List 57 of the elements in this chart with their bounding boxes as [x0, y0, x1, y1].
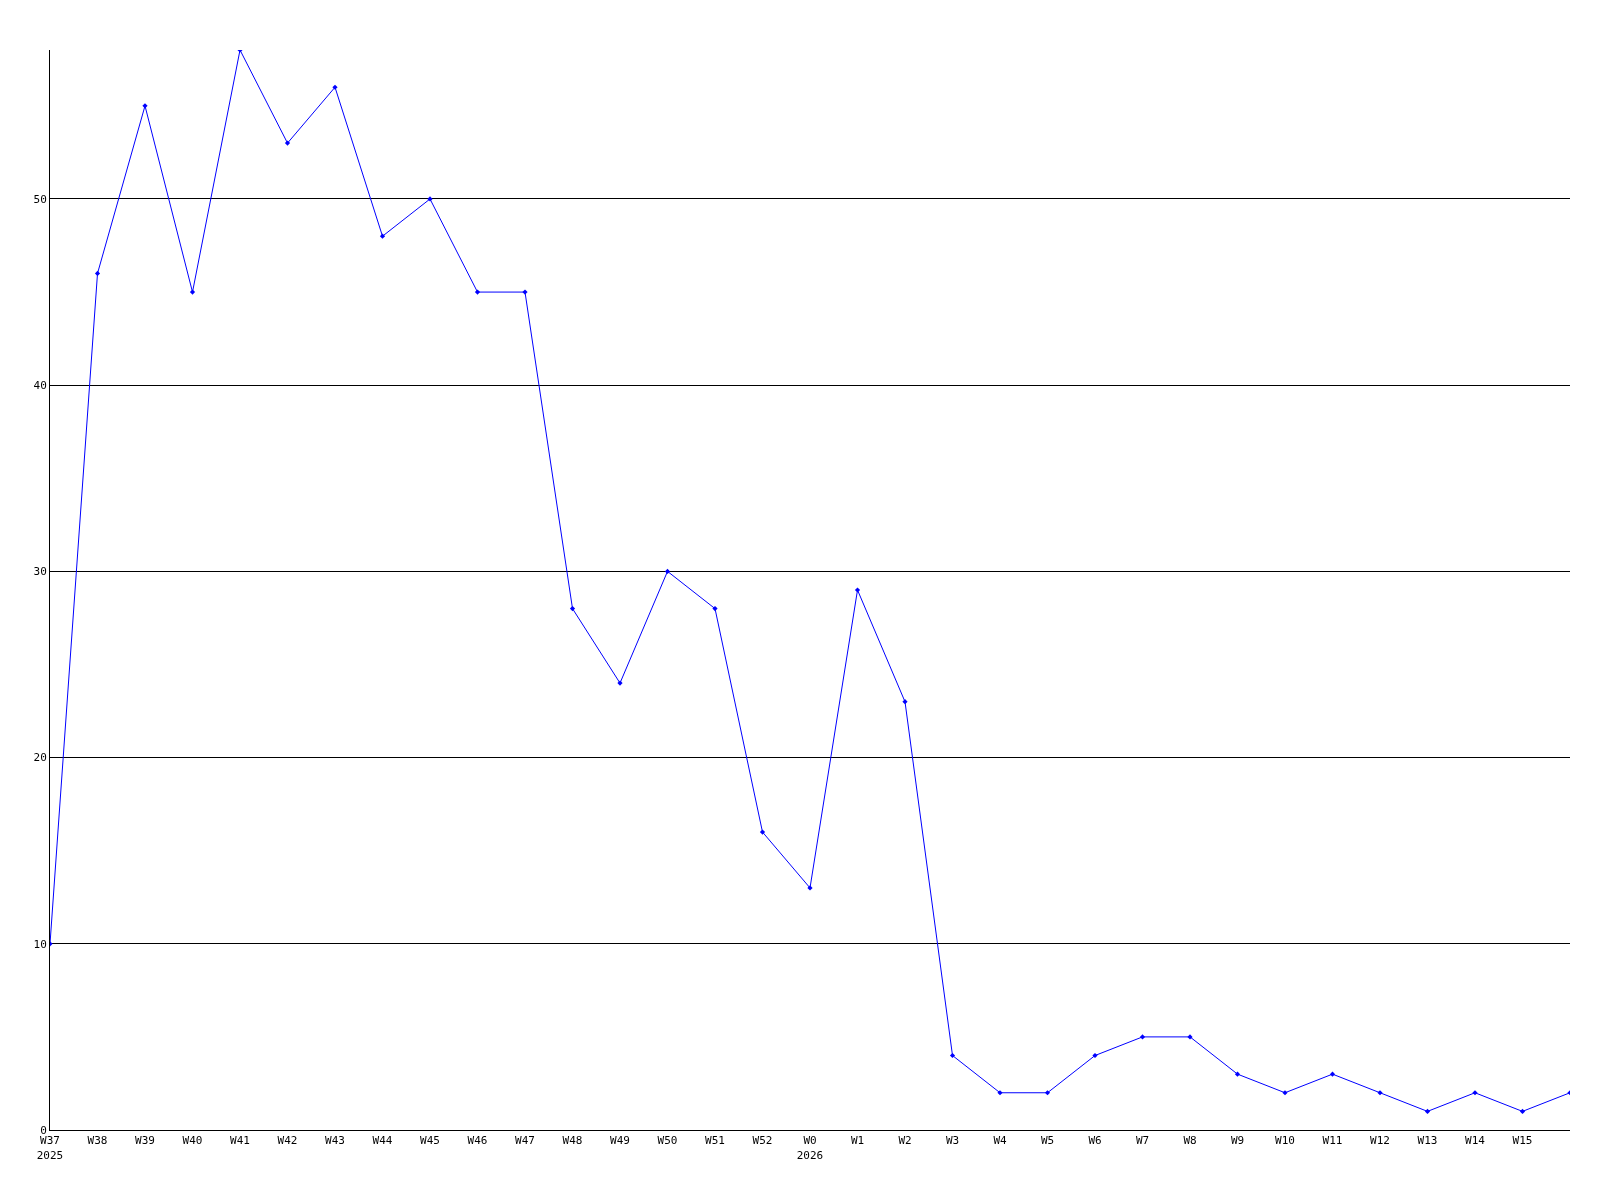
x-tick-label: W4 [993, 1134, 1007, 1148]
point [1139, 1034, 1146, 1040]
point [569, 606, 576, 612]
point [1329, 1071, 1336, 1077]
point [284, 140, 291, 146]
x-tick-label: W50 [657, 1134, 678, 1148]
x-tick-label: W0 2026 [796, 1134, 824, 1162]
x-tick-label: W43 [325, 1134, 345, 1148]
x-tick-label: W12 [1370, 1134, 1390, 1148]
x-tick-label: W39 [135, 1134, 155, 1148]
x-tick-label: W52 [752, 1134, 773, 1148]
x-tick-label: W7 [1135, 1134, 1150, 1148]
y-tick-label: 40 [33, 379, 47, 393]
point [94, 270, 101, 277]
point [854, 587, 861, 593]
x-tick-label: W10 [1275, 1134, 1295, 1148]
point [949, 1052, 956, 1059]
y-tick-label: 30 [33, 565, 47, 579]
x-tick-label: W14 [1465, 1134, 1486, 1148]
point [379, 233, 386, 239]
x-tick-label: W49 [610, 1134, 630, 1148]
point [712, 606, 718, 612]
point [189, 289, 196, 295]
y-tick-label: 20 [33, 751, 47, 765]
x-tick-label: W9 [1230, 1134, 1245, 1148]
x-tick-label: W13 [1417, 1134, 1438, 1148]
x-tick-label: W11 [1322, 1134, 1343, 1148]
x-tick-label: W45 [420, 1134, 440, 1148]
x-tick-label: W42 [277, 1134, 298, 1148]
point [474, 289, 481, 295]
y-tick-label: 0 [40, 1123, 47, 1137]
x-tick-label: W6 [1088, 1134, 1102, 1148]
y-tick-label: 50 [33, 192, 47, 206]
line-series [50, 50, 1570, 1114]
y-tick-label: 10 [33, 937, 47, 951]
x-tick-label: W1 [850, 1134, 865, 1148]
x-tick-label: W8 [1183, 1134, 1197, 1148]
point [1092, 1052, 1098, 1059]
point [1234, 1071, 1241, 1077]
x-tick-label: W3 [945, 1134, 960, 1148]
x-tick-label: W2 [898, 1134, 912, 1148]
x-tick-label: W37 2025 [36, 1134, 64, 1162]
x-tick-label: W51 [705, 1134, 725, 1148]
point [664, 568, 671, 574]
x-tick-label: W44 [372, 1134, 393, 1148]
x-tick-label: W41 [230, 1134, 250, 1148]
x-tick-label: W38 [87, 1134, 108, 1148]
point [1044, 1090, 1051, 1096]
x-tick-label: W40 [182, 1134, 203, 1148]
point [759, 829, 766, 835]
x-tick-label: W47 [515, 1134, 535, 1148]
x-tick-label: W46 [467, 1134, 488, 1148]
point [1424, 1108, 1431, 1114]
x-tick-label: W15 [1512, 1134, 1533, 1148]
point [1519, 1108, 1526, 1114]
x-tick-label: W5 [1040, 1134, 1055, 1148]
x-tick-label: W48 [562, 1134, 583, 1148]
